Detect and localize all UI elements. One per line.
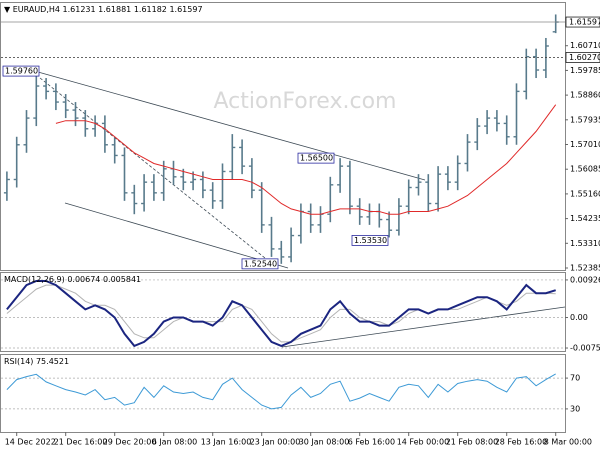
y-tick-label: -0.007517: [570, 344, 600, 353]
rsi-line: [6, 373, 556, 410]
header-open: 1.61231: [63, 5, 96, 14]
x-tick-label: 13 Jan 16:00: [201, 438, 252, 447]
signal-line: [6, 284, 556, 343]
y-tick-label: 1.54235: [570, 214, 600, 223]
plot-layer: 1.52385 1.53310 1.54235 1.55160 1.56085 1.570…: [1, 14, 600, 447]
x-tick-label: 6 Feb 16:00: [348, 438, 395, 447]
rsi-header: RSI(14) 75.4521: [4, 357, 69, 366]
last-price-label: 1.61597: [569, 18, 600, 27]
header-close: 1.61597: [169, 5, 202, 14]
channel-upper: [37, 71, 426, 181]
y-tick-label: 1.58860: [570, 91, 600, 100]
annotation-label: 1.53530: [354, 236, 387, 245]
y-tick-label: 1.57010: [570, 140, 600, 149]
rsi-panel: [0, 354, 566, 433]
x-tick-label: 28 Feb 16:00: [495, 438, 547, 447]
annotation-label: 1.52540: [244, 259, 277, 268]
annotation-label: 1.59760: [5, 67, 38, 76]
channel-lower: [64, 202, 289, 269]
y-tick-label: 0.009263: [570, 275, 600, 284]
annotation-label: 1.56500: [300, 154, 333, 163]
annotation-box: [351, 235, 389, 246]
x-tick-label: 14 Dec 2022: [5, 438, 56, 447]
y-tick-label: 0.00: [570, 313, 588, 322]
level-box: [565, 52, 600, 63]
moving-average: [55, 104, 557, 215]
y-tick-label: 1.59785: [570, 66, 600, 75]
x-tick-label: 14 Feb 00:00: [397, 438, 449, 447]
x-tick-label: 21 Dec 16:00: [54, 438, 108, 447]
y-tick-label: 1.57935: [570, 115, 600, 124]
y-tick-label: 1.60710: [570, 41, 600, 50]
dashed-trendline: [39, 77, 266, 259]
x-tick-label: 23 Jan 00:00: [250, 438, 301, 447]
annotation-box: [241, 258, 279, 270]
macd-line: [6, 280, 556, 348]
signal-value: 0.005841: [103, 275, 141, 284]
header-low: 1.61182: [134, 5, 167, 14]
macd-title: MACD(12,26,9): [4, 275, 65, 284]
price-header: ▼ EURAUD,H4 1.61231 1.61881 1.61182 1.61…: [4, 5, 203, 14]
macd-trendline: [281, 306, 566, 348]
y-tick-label: 1.52385: [570, 263, 600, 272]
last-price-box: [565, 16, 600, 28]
annotation-box: [2, 65, 40, 77]
watermark: ActionForex.com: [214, 89, 397, 114]
y-tick-label: 70: [570, 374, 580, 383]
y-tick-label: 1.53310: [570, 239, 600, 248]
header-high: 1.61881: [98, 5, 131, 14]
rsi-title: RSI(14): [4, 357, 33, 366]
symbol: EURAUD,H4: [13, 5, 60, 14]
y-tick-label: 1.55160: [570, 189, 600, 198]
macd-panel: [0, 272, 566, 352]
header-marker: ▼: [4, 5, 13, 14]
macd-value: 0.00674: [67, 275, 100, 284]
rsi-value: 75.4521: [36, 357, 69, 366]
x-tick-label: 8 Mar 00:00: [544, 438, 592, 447]
x-tick-label: 30 Jan 08:00: [299, 438, 350, 447]
x-tick-label: 21 Feb 08:00: [446, 438, 498, 447]
annotation-box: [297, 152, 335, 164]
y-tick-label: 30: [570, 404, 580, 413]
x-tick-label: 6 Jan 08:00: [152, 438, 198, 447]
y-tick-label: 1.56085: [570, 165, 600, 174]
macd-header: MACD(12,26,9) 0.00674 0.005841: [4, 275, 141, 284]
level-label: 1.60270: [569, 53, 600, 62]
trendlines: [37, 71, 566, 348]
x-tick-label: 29 Dec 20:00: [103, 438, 157, 447]
